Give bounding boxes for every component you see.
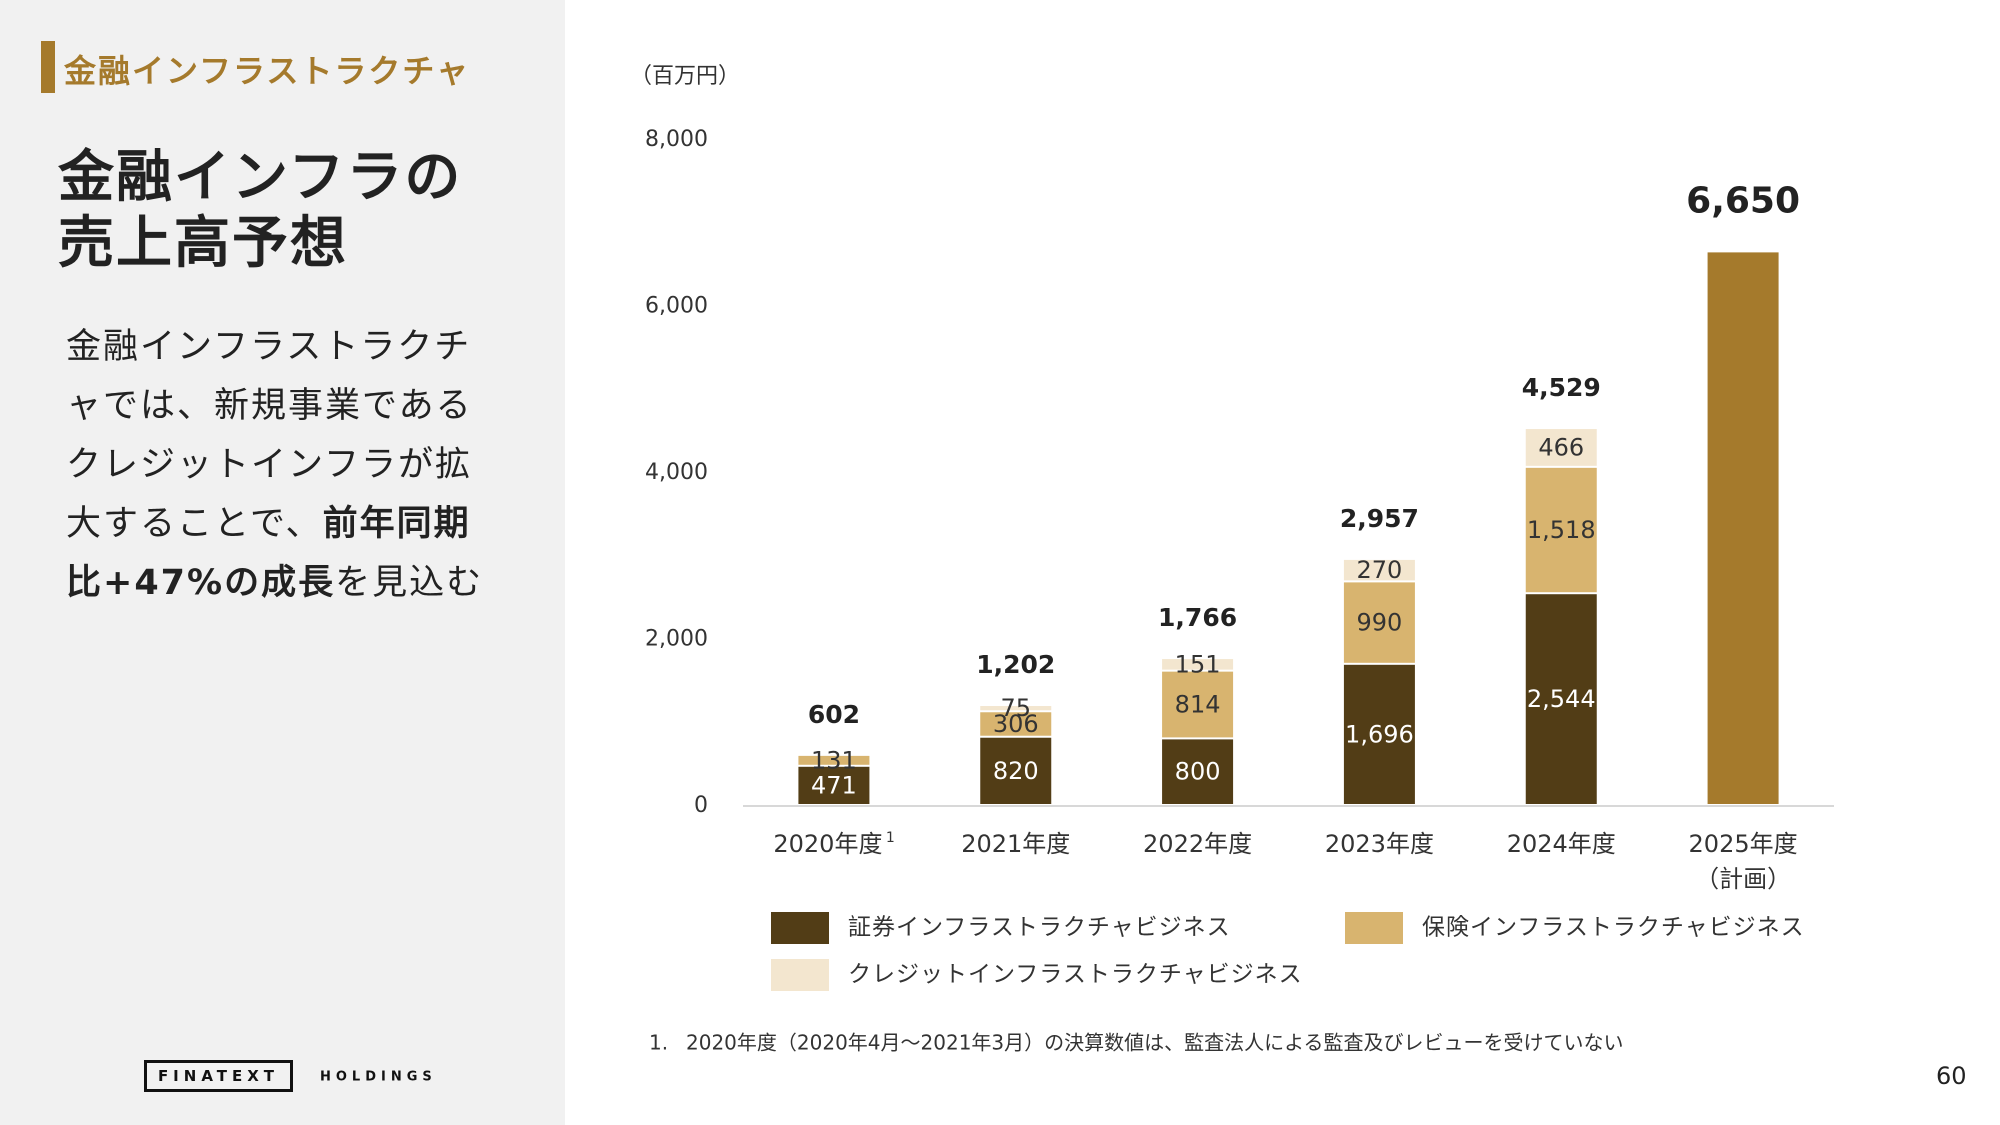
value-label: 466 [1538, 433, 1584, 461]
title: 売上高予想 [58, 211, 348, 276]
bar-segment [1162, 671, 1234, 738]
value-label: 990 [1357, 609, 1403, 637]
bar-segment [1343, 559, 1415, 581]
bar-segment [1162, 739, 1234, 804]
footnote-number: 1. [649, 1031, 668, 1055]
page-number: 60 [1936, 1062, 1967, 1090]
logo-sub: HOLDINGS [320, 1069, 437, 1085]
total-label: 6,650 [1686, 180, 1800, 221]
x-tick-label: 2021年度 [961, 830, 1070, 858]
bar-segment [1525, 429, 1597, 466]
y-unit: （百万円） [630, 64, 740, 89]
left-panel: 金融インフラストラクチャ 金融インフラの 売上高予想 金融インフラストラクチャで… [0, 0, 565, 1125]
body-segment: を見込む [335, 563, 484, 603]
value-label: 820 [993, 757, 1039, 785]
x-tick-label: 2024年度 [1507, 830, 1616, 858]
total-label: 4,529 [1522, 373, 1601, 402]
title: 金融インフラの [58, 145, 463, 210]
bar-segment [1343, 582, 1415, 663]
bar-segment [980, 737, 1052, 804]
value-label: 131 [811, 746, 857, 774]
body-segment: 金融インフラストラクチャでは、新規事業であるクレジットインフラが拡大することで、 [66, 327, 473, 544]
total-label: 602 [808, 700, 860, 729]
value-label: 270 [1357, 556, 1403, 584]
total-label: 2,957 [1340, 504, 1419, 533]
section-label: 金融インフラストラクチャ [64, 52, 471, 90]
legend-label: 証券インフラストラクチャビジネス [848, 915, 1231, 941]
value-label: 75 [1000, 694, 1031, 722]
y-tick-label: 4,000 [645, 460, 708, 485]
footnote: 2020年度（2020年4月～2021年3月）の決算数値は、監査法人による監査及… [686, 1031, 1624, 1055]
legend-swatch [1345, 912, 1403, 944]
y-tick-label: 2,000 [645, 627, 708, 652]
x-tick-label: 2022年度 [1143, 830, 1252, 858]
x-tick-label: 2023年度 [1325, 830, 1434, 858]
footnote-mark: 1 [886, 830, 895, 846]
value-label: 800 [1175, 758, 1221, 786]
value-label: 151 [1175, 650, 1221, 678]
x-tick-label: 2020年度 [773, 830, 882, 858]
x-tick-label: 2025年度 [1689, 830, 1798, 858]
legend-swatch [771, 912, 829, 944]
logo: FINATEXT [144, 1060, 293, 1092]
bar-segment [980, 706, 1052, 711]
bar-segment [1343, 664, 1415, 804]
bar-segment [798, 766, 870, 804]
bar-segment [1525, 467, 1597, 593]
y-tick-label: 8,000 [645, 127, 708, 152]
bar [1707, 252, 1779, 804]
value-label: 1,696 [1345, 720, 1414, 748]
y-tick-label: 6,000 [645, 294, 708, 319]
value-label: 814 [1175, 691, 1221, 719]
bar-segment [1525, 594, 1597, 804]
y-tick-label: 0 [694, 793, 708, 818]
legend-swatch [771, 959, 829, 991]
accent-bar [41, 41, 55, 93]
value-label: 306 [993, 710, 1039, 738]
value-label: 471 [811, 771, 857, 799]
x-tick-label: （計画） [1695, 865, 1791, 893]
total-label: 1,766 [1158, 603, 1237, 632]
bar-segment [1162, 659, 1234, 670]
value-label: 2,544 [1527, 685, 1596, 713]
value-label: 1,518 [1527, 516, 1596, 544]
bar-segment [980, 712, 1052, 736]
body-text: 金融インフラストラクチャでは、新規事業であるクレジットインフラが拡大することで、… [66, 318, 496, 613]
total-label: 1,202 [976, 650, 1055, 679]
legend-label: 保険インフラストラクチャビジネス [1422, 915, 1805, 941]
body-segment: 前年同期比+47%の成長 [66, 504, 471, 603]
bar-segment [798, 755, 870, 765]
legend-label: クレジットインフラストラクチャビジネス [848, 962, 1303, 988]
